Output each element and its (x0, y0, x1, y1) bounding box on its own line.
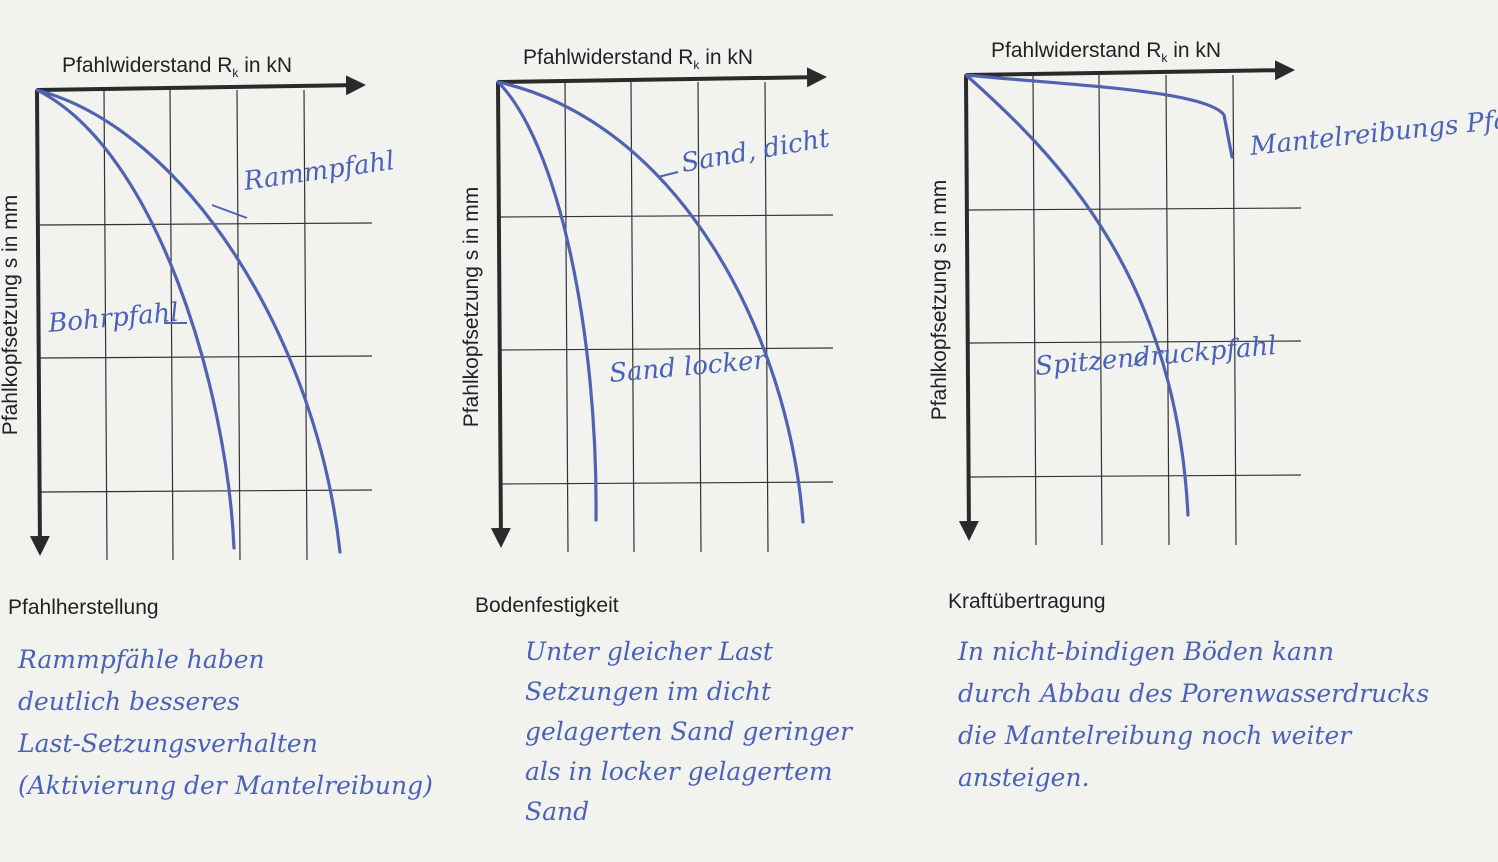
caption: Bodenfestigkeit (475, 594, 619, 617)
label-pointer (211, 204, 248, 219)
grid-line (499, 347, 834, 351)
x-axis-label: Pfahlwiderstand Rk in kN (991, 39, 1221, 65)
handwritten-note: In nicht-bindigen Böden kann (957, 637, 1334, 666)
handwritten-note: (Aktivierung der Mantelreibung) (18, 771, 433, 800)
grid-line (499, 481, 834, 485)
grid-line (169, 89, 174, 561)
grid-line (967, 340, 1302, 344)
x-axis (36, 75, 366, 96)
x-axis-label-rest: in kN (1167, 39, 1221, 62)
handwritten-note: Setzungen im dicht (525, 677, 772, 706)
handwritten-note: Unter gleicher Last (525, 637, 774, 666)
grid-line (1232, 74, 1237, 546)
handwritten-note: durch Abbau des Porenwasserdrucks (958, 679, 1429, 708)
curve (496, 80, 598, 522)
handwritten-note: als in locker gelagertem (525, 757, 833, 786)
x-axis-label-sub: k (232, 66, 239, 80)
grid-line (697, 81, 702, 553)
y-axis-label: Pfahlkopfsetzung s in mm (460, 187, 483, 427)
x-axis-label-rest: in kN (238, 54, 292, 77)
grid-line (1032, 74, 1037, 546)
grid-line (38, 222, 373, 226)
y-axis (958, 74, 979, 541)
grid-line (499, 214, 834, 218)
x-axis-label-sub: k (1161, 51, 1168, 65)
y-axis-label: Pfahlkopfsetzung s in mm (928, 180, 951, 420)
grid-line (764, 81, 769, 553)
handwritten-note: gelagerten Sand geringer (525, 717, 854, 746)
grid-line (967, 474, 1302, 478)
x-axis-label-main: Pfahlwiderstand R (991, 39, 1161, 62)
curve (35, 88, 342, 554)
y-axis-label: Pfahlkopfsetzung s in mm (0, 195, 22, 435)
grid-line (564, 81, 569, 553)
x-axis-label-sub: k (693, 58, 700, 72)
grid-line (38, 355, 373, 359)
x-axis-label-main: Pfahlwiderstand R (523, 46, 693, 69)
handwritten-note: ansteigen. (958, 763, 1090, 792)
grid-line (630, 81, 635, 553)
handwritten-note: Rammpfähle haben (17, 645, 265, 674)
grid-line (38, 489, 373, 493)
handwritten-note: deutlich besseres (18, 687, 240, 716)
curve (35, 88, 236, 550)
handwritten-note: die Mantelreibung noch weiter (958, 721, 1353, 750)
caption: Pfahlherstellung (8, 596, 159, 619)
caption: Kraftübertragung (948, 590, 1106, 613)
handwritten-note: Last-Setzungsverhalten (17, 729, 318, 758)
curve (964, 73, 1234, 159)
x-axis-label-main: Pfahlwiderstand R (62, 54, 232, 77)
grid-line (236, 89, 241, 561)
grid-line (303, 89, 308, 561)
label-pointer (657, 171, 679, 178)
grid-line (1165, 74, 1170, 546)
x-axis-label: Pfahlwiderstand Rk in kN (62, 54, 292, 80)
y-axis (29, 89, 50, 556)
x-axis (497, 67, 827, 88)
handwritten-note: Sand (525, 797, 589, 826)
curve (496, 80, 805, 524)
curve (964, 73, 1190, 517)
label-pointer (1133, 354, 1147, 366)
grid-line (967, 207, 1302, 211)
x-axis-label-rest: in kN (699, 46, 753, 69)
x-axis-label: Pfahlwiderstand Rk in kN (523, 46, 753, 72)
grid-line (1098, 74, 1103, 546)
x-axis (965, 60, 1295, 81)
y-axis (490, 81, 511, 548)
grid-line (103, 89, 108, 561)
